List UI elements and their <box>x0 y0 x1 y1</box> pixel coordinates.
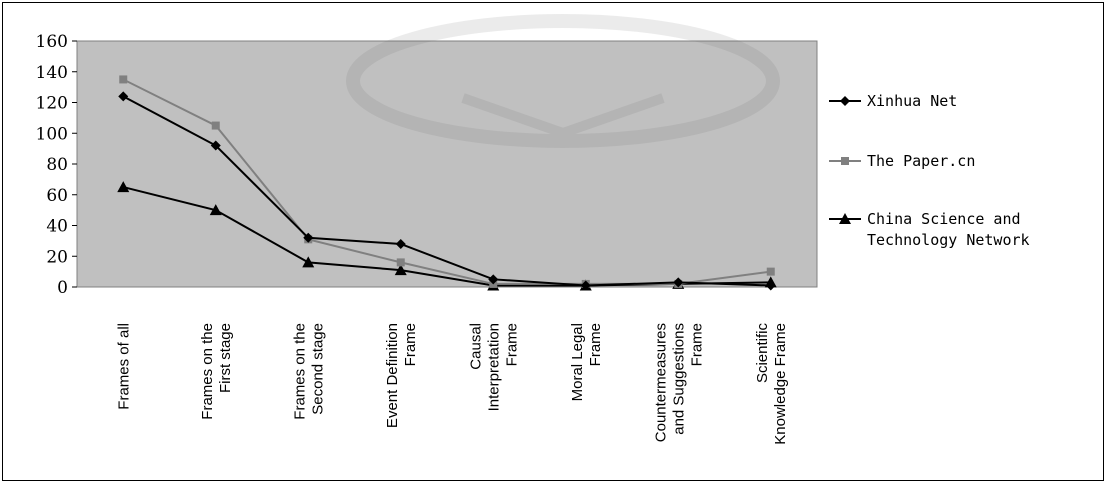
data-point <box>394 264 407 276</box>
legend-label-line: The Paper.cn <box>867 152 975 170</box>
data-point <box>580 280 591 291</box>
data-point <box>117 181 130 193</box>
legend-marker <box>841 157 849 165</box>
data-point <box>303 232 314 243</box>
data-point <box>673 277 684 288</box>
x-tick-label: Frames of all <box>115 323 132 410</box>
x-tick-label-line: Frames on the <box>199 323 216 420</box>
x-tick-label-line: Frames of all <box>115 323 132 410</box>
series-line <box>122 78 771 285</box>
data-point <box>118 91 129 102</box>
data-point <box>209 204 222 216</box>
series-line <box>122 95 771 287</box>
plot-area <box>76 40 818 288</box>
x-tick-label-line: Frame <box>688 323 705 366</box>
legend-label-line: Technology Network <box>867 231 1030 249</box>
x-tick-label-line: Knowledge Frame <box>772 323 789 445</box>
y-tick-label: 0 <box>57 278 68 298</box>
watermark <box>346 14 780 148</box>
legend-label: Xinhua Net <box>867 92 957 110</box>
x-tick-label-line: Frame <box>503 323 520 366</box>
legend-label-line: China Science and <box>867 210 1021 228</box>
y-axis: 0 20 40 60 80 100 120 140 160 <box>36 32 77 298</box>
series-layer <box>117 75 777 291</box>
legend: Xinhua Net The Paper.cn China Science and T… <box>829 92 1030 249</box>
data-point <box>302 256 315 268</box>
x-tick-label-line: Frames on the <box>291 323 308 420</box>
legend-label-line: Xinhua Net <box>867 92 957 110</box>
x-tick-label-line: First stage <box>217 323 234 393</box>
data-point <box>119 75 128 84</box>
data-point <box>396 258 405 267</box>
data-point <box>210 140 221 151</box>
y-tick-label: 20 <box>46 247 68 267</box>
y-tick-label: 60 <box>46 186 68 206</box>
x-tick-label-line: Causal <box>467 323 484 370</box>
data-point <box>766 267 775 276</box>
x-tick-label-line: and Suggestions <box>670 323 687 435</box>
legend-item: The Paper.cn <box>829 152 975 170</box>
y-tick-label: 120 <box>36 94 68 114</box>
x-tick-label: Countermeasuresand SuggestionsFrame <box>652 323 705 442</box>
data-point <box>488 274 499 285</box>
x-tick-label: Event DefinitionFrame <box>384 323 419 428</box>
x-tick-label-line: Countermeasures <box>652 323 669 442</box>
legend-label: China Science and Technology Network <box>867 210 1030 249</box>
data-point <box>395 238 406 249</box>
data-point <box>765 280 776 291</box>
x-tick-label: CausalInterpretationFrame <box>467 323 520 411</box>
y-tick-label: 100 <box>36 124 68 144</box>
x-tick-label-line: Frame <box>587 323 604 366</box>
legend-label: The Paper.cn <box>867 152 975 170</box>
legend-marker <box>839 213 851 224</box>
line-chart: 0 20 40 60 80 100 120 140 160 Frames of all Frame… <box>36 14 1030 445</box>
x-tick-label-line: Event Definition <box>384 323 401 428</box>
legend-marker <box>840 96 850 106</box>
legend-item: China Science and Technology Network <box>829 210 1030 249</box>
x-tick-label-line: Frame <box>402 323 419 366</box>
y-tick-label: 140 <box>36 63 68 83</box>
x-tick-label-line: Scientific <box>754 323 771 384</box>
x-tick-label-line: Moral Legal <box>569 323 586 401</box>
x-tick-label: Frames on theFirst stage <box>199 323 234 420</box>
x-axis: Frames of all Frames on theFirst stage Fra… <box>115 323 789 445</box>
x-tick-label-line: Second stage <box>309 323 326 415</box>
series-group <box>118 91 776 291</box>
x-tick-label: ScientificKnowledge Frame <box>754 323 789 445</box>
y-tick-label: 160 <box>36 32 68 52</box>
legend-item: Xinhua Net <box>829 92 957 110</box>
y-tick-label: 80 <box>46 155 68 175</box>
x-tick-label: Frames on theSecond stage <box>291 323 326 420</box>
y-tick-label: 40 <box>46 217 68 237</box>
x-tick-label-line: Interpretation <box>485 323 502 411</box>
data-point <box>211 121 220 130</box>
x-tick-label: Moral LegalFrame <box>569 323 604 401</box>
